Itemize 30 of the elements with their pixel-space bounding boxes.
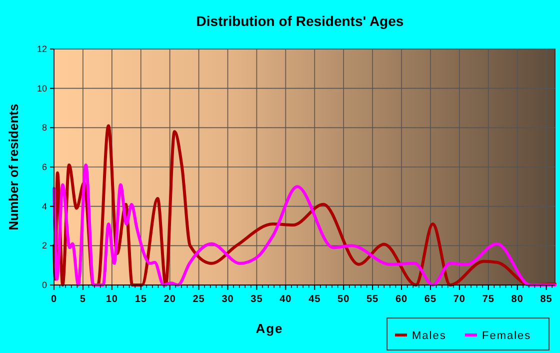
x-tick-label: 80 xyxy=(511,294,524,305)
x-tick-label: 55 xyxy=(366,294,379,305)
y-tick-label: 2 xyxy=(42,240,47,251)
legend-label: Females xyxy=(482,330,532,342)
x-tick-label: 45 xyxy=(308,294,321,305)
x-tick-label: 10 xyxy=(106,294,118,305)
x-tick-label: 5 xyxy=(80,294,86,305)
x-tick-label: 60 xyxy=(395,294,408,305)
x-tick-label: 50 xyxy=(338,294,350,305)
x-tick-label: 40 xyxy=(280,294,292,305)
x-tick-label: 30 xyxy=(222,294,234,305)
x-tick-label: 85 xyxy=(540,294,552,305)
y-tick-label: 10 xyxy=(36,83,47,94)
x-tick-label: 25 xyxy=(192,294,205,305)
x-tick-label: 35 xyxy=(250,294,263,305)
y-tick-label: 0 xyxy=(42,280,47,290)
x-tick-label: 75 xyxy=(482,294,494,305)
chart-title: Distribution of Residents' Ages xyxy=(196,13,404,29)
x-axis-title: Age xyxy=(256,321,284,336)
legend-label: Males xyxy=(412,330,446,342)
y-tick-label: 12 xyxy=(36,44,47,54)
x-tick-label: 15 xyxy=(134,294,147,305)
x-tick-label: 0 xyxy=(50,294,58,305)
x-tick-label: 65 xyxy=(424,294,437,305)
y-tick-label: 4 xyxy=(42,201,47,212)
y-tick-label: 6 xyxy=(42,162,47,172)
x-tick-label: 20 xyxy=(164,294,176,305)
y-axis-title: Number of residents xyxy=(6,104,21,230)
y-tick-label: 8 xyxy=(42,122,47,133)
x-tick-label: 70 xyxy=(453,294,466,305)
